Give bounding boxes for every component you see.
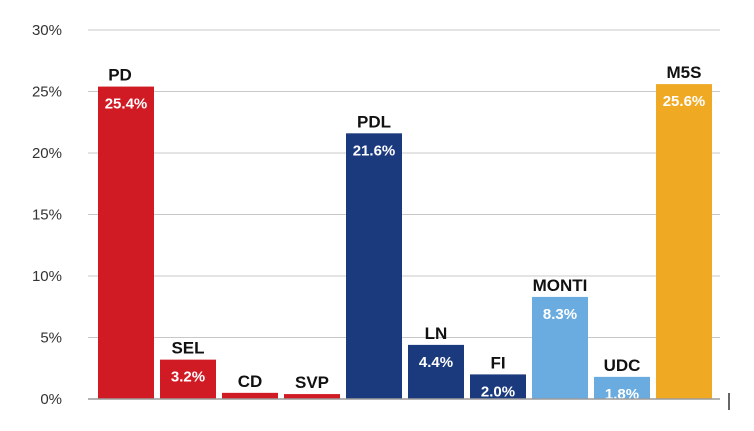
- bar-udc: [594, 376, 650, 399]
- category-label: PDL: [357, 112, 391, 131]
- bar-fi: [470, 374, 526, 399]
- y-tick-label: 0%: [40, 391, 62, 408]
- bar-sel: [160, 359, 216, 399]
- category-label: PD: [108, 66, 132, 85]
- value-label: 2.0%: [481, 383, 515, 400]
- gridlines: [88, 29, 720, 338]
- bar-cd: [222, 392, 278, 399]
- category-label: FI: [490, 353, 505, 372]
- value-label: 4.4%: [419, 354, 453, 371]
- bar-monti: [532, 296, 588, 399]
- value-label: 8.3%: [543, 306, 577, 323]
- y-tick-label: 10%: [32, 268, 62, 285]
- bar-pd: [98, 86, 154, 399]
- category-label: CD: [238, 372, 263, 391]
- value-label: 25.4%: [105, 96, 148, 113]
- category-label: LN: [425, 324, 448, 343]
- y-tick-label: 20%: [32, 145, 62, 162]
- y-axis: 0% 5% 10% 15% 20% 25% 30%: [32, 22, 62, 408]
- category-label: UDC: [604, 356, 641, 375]
- value-label: 21.6%: [353, 142, 396, 159]
- category-label: M5S: [667, 63, 702, 82]
- category-label: MONTI: [533, 276, 588, 295]
- y-tick-label: 5%: [40, 330, 62, 347]
- value-label: 25.6%: [663, 93, 706, 110]
- bar-m5s: [656, 84, 712, 400]
- y-tick-label: 15%: [32, 207, 62, 224]
- bar-pdl: [346, 133, 402, 399]
- value-label: 3.2%: [171, 369, 205, 386]
- y-tick-label: 25%: [32, 84, 62, 101]
- category-label: SVP: [295, 373, 329, 392]
- bar-ln: [408, 344, 464, 399]
- bar-svp: [284, 394, 340, 399]
- value-label: 1.8%: [605, 386, 639, 403]
- category-label: SEL: [171, 339, 204, 358]
- bars: PD 25.4% SEL 3.2% CD SVP PDL 21.6% LN 4.4% FI 2.0% M…: [98, 63, 712, 403]
- y-tick-label: 30%: [32, 22, 62, 39]
